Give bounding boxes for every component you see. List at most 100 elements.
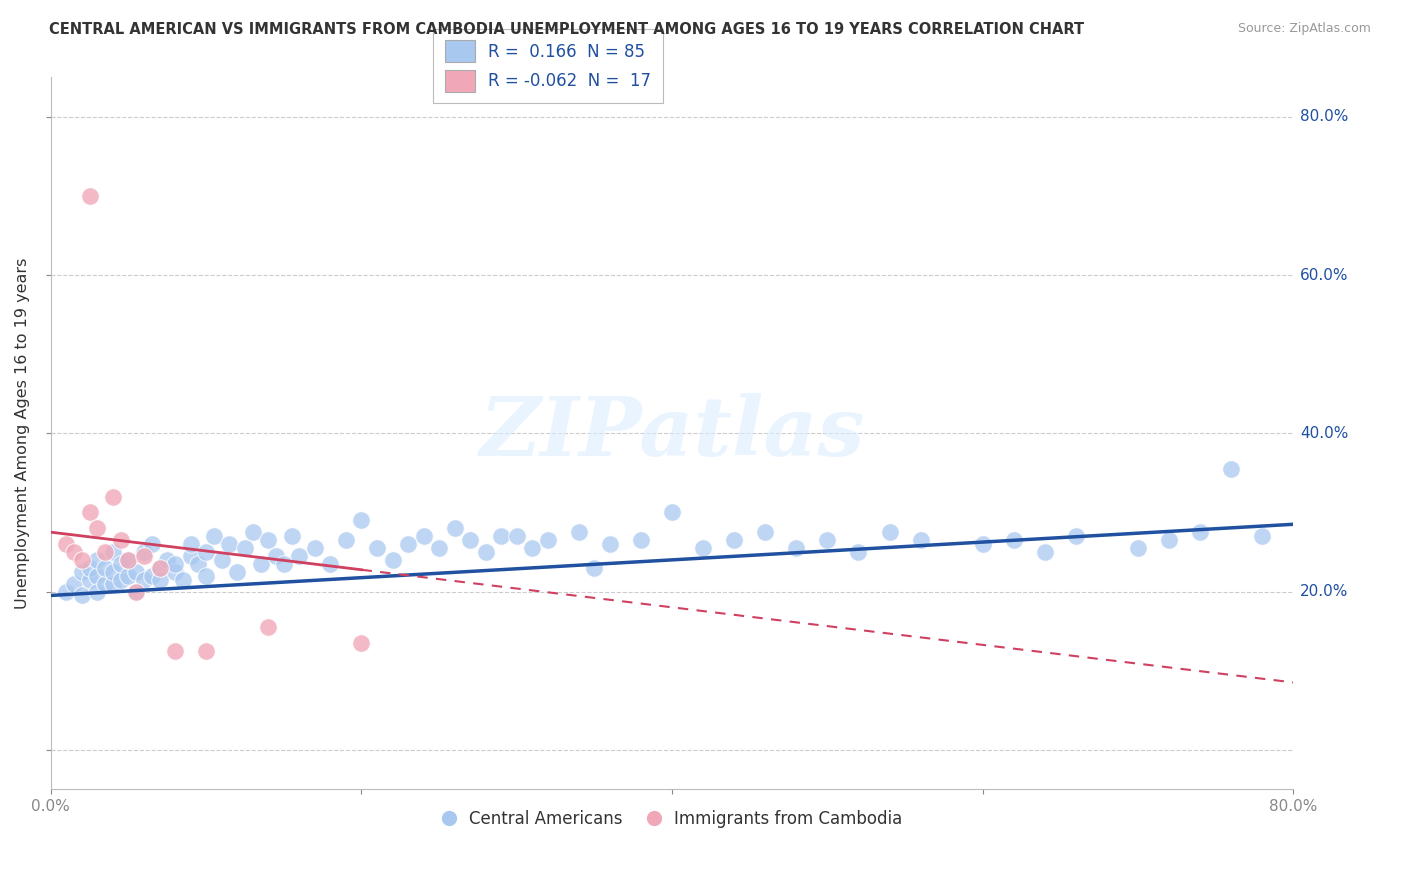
Text: ZIPatlas: ZIPatlas	[479, 393, 865, 474]
Point	[692, 541, 714, 555]
Point	[815, 533, 838, 547]
Y-axis label: Unemployment Among Ages 16 to 19 years: Unemployment Among Ages 16 to 19 years	[15, 258, 30, 609]
Point	[132, 573, 155, 587]
Point	[172, 573, 194, 587]
Point	[70, 589, 93, 603]
Point	[226, 565, 249, 579]
Point	[396, 537, 419, 551]
Point	[117, 568, 139, 582]
Text: 80.0%: 80.0%	[1301, 110, 1348, 125]
Point	[583, 561, 606, 575]
Point	[233, 541, 256, 555]
Text: 60.0%: 60.0%	[1301, 268, 1348, 283]
Point	[148, 573, 170, 587]
Point	[249, 557, 271, 571]
Point	[101, 545, 124, 559]
Point	[86, 568, 108, 582]
Point	[101, 565, 124, 579]
Point	[86, 553, 108, 567]
Point	[165, 644, 187, 658]
Point	[257, 533, 280, 547]
Point	[630, 533, 652, 547]
Text: CENTRAL AMERICAN VS IMMIGRANTS FROM CAMBODIA UNEMPLOYMENT AMONG AGES 16 TO 19 YE: CENTRAL AMERICAN VS IMMIGRANTS FROM CAMB…	[49, 22, 1084, 37]
Point	[101, 576, 124, 591]
Point	[141, 537, 163, 551]
Point	[79, 561, 101, 575]
Point	[288, 549, 311, 563]
Text: 40.0%: 40.0%	[1301, 425, 1348, 441]
Point	[187, 557, 209, 571]
Point	[86, 521, 108, 535]
Point	[125, 584, 148, 599]
Point	[195, 568, 218, 582]
Point	[568, 525, 591, 540]
Point	[101, 490, 124, 504]
Point	[280, 529, 302, 543]
Point	[273, 557, 295, 571]
Legend: Central Americans, Immigrants from Cambodia: Central Americans, Immigrants from Cambo…	[436, 803, 908, 834]
Point	[427, 541, 450, 555]
Point	[195, 545, 218, 559]
Point	[242, 525, 264, 540]
Point	[910, 533, 932, 547]
Point	[350, 513, 373, 527]
Point	[79, 189, 101, 203]
Point	[1064, 529, 1087, 543]
Point	[257, 620, 280, 634]
Point	[218, 537, 240, 551]
Point	[55, 537, 77, 551]
Point	[110, 533, 132, 547]
Point	[661, 505, 683, 519]
Point	[304, 541, 326, 555]
Point	[117, 553, 139, 567]
Point	[458, 533, 481, 547]
Point	[202, 529, 225, 543]
Point	[55, 584, 77, 599]
Point	[110, 573, 132, 587]
Point	[156, 553, 179, 567]
Point	[94, 545, 117, 559]
Text: Source: ZipAtlas.com: Source: ZipAtlas.com	[1237, 22, 1371, 36]
Point	[1126, 541, 1149, 555]
Point	[1033, 545, 1056, 559]
Point	[132, 545, 155, 559]
Point	[1251, 529, 1274, 543]
Point	[148, 561, 170, 575]
Point	[94, 561, 117, 575]
Point	[180, 549, 202, 563]
Point	[110, 557, 132, 571]
Point	[366, 541, 388, 555]
Point	[785, 541, 807, 555]
Point	[443, 521, 465, 535]
Point	[879, 525, 901, 540]
Point	[132, 549, 155, 563]
Point	[1189, 525, 1212, 540]
Point	[381, 553, 404, 567]
Point	[79, 573, 101, 587]
Point	[125, 584, 148, 599]
Point	[180, 537, 202, 551]
Point	[506, 529, 529, 543]
Point	[537, 533, 560, 547]
Point	[211, 553, 233, 567]
Point	[94, 576, 117, 591]
Point	[1002, 533, 1025, 547]
Point	[350, 636, 373, 650]
Point	[972, 537, 994, 551]
Point	[79, 505, 101, 519]
Point	[165, 565, 187, 579]
Point	[117, 553, 139, 567]
Point	[723, 533, 745, 547]
Point	[491, 529, 513, 543]
Point	[1220, 462, 1243, 476]
Point	[148, 561, 170, 575]
Point	[141, 568, 163, 582]
Point	[522, 541, 544, 555]
Point	[412, 529, 434, 543]
Point	[70, 565, 93, 579]
Point	[63, 576, 86, 591]
Text: 20.0%: 20.0%	[1301, 584, 1348, 599]
Point	[319, 557, 342, 571]
Point	[70, 553, 93, 567]
Point	[125, 565, 148, 579]
